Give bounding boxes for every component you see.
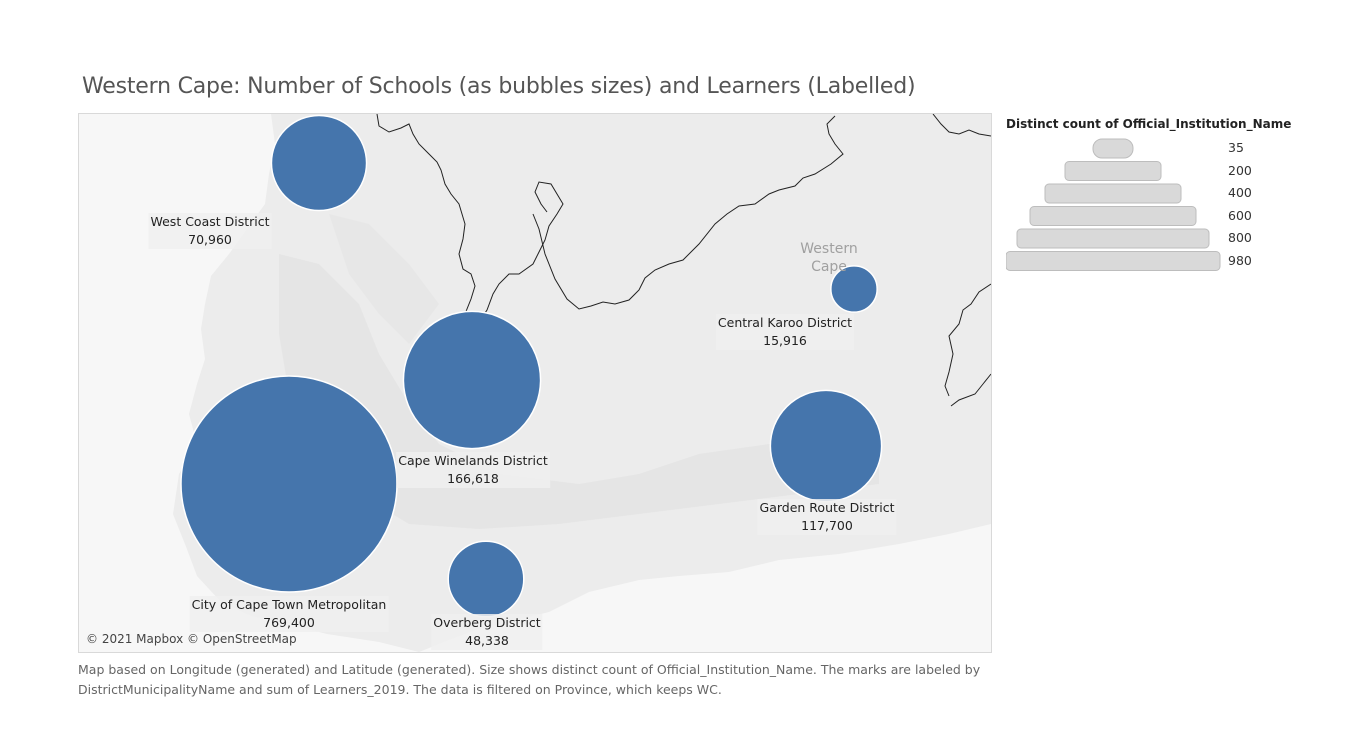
bubble-city-of-cape-town-metropolitan[interactable] [180,375,398,593]
bubble-west-coast-district[interactable] [270,114,368,212]
size-legend: Distinct count of Official_Institution_N… [1006,117,1306,271]
legend-value: 800 [1228,230,1252,245]
bubble-label: City of Cape Town Metropolitan 769,400 [189,596,389,632]
province-place-label: Western Cape [800,241,858,275]
legend-size-shape [1064,161,1162,181]
bubble-cape-winelands-district[interactable] [402,310,542,450]
relief-shading [329,214,439,344]
province-boundary [932,114,991,137]
bubble-label-name: Overberg District [433,615,541,630]
province-boundary [376,114,564,325]
bubble-label: Central Karoo District 15,916 [715,314,855,350]
bubble-label-value: 117,700 [801,518,853,533]
map-attribution[interactable]: © 2021 Mapbox © OpenStreetMap [86,632,297,646]
province-boundary [532,115,844,310]
province-boundary [950,373,991,407]
bubble-label-value: 769,400 [263,615,315,630]
legend-value: 200 [1228,162,1252,178]
bubble-label-value: 48,338 [465,633,509,648]
bubble-label: Garden Route District 117,700 [757,499,897,535]
legend-size-shape [1016,228,1210,249]
legend-size-shape [1006,251,1221,271]
legend-value: 35 [1228,140,1244,155]
legend-size-shape [1092,138,1134,159]
legend-value: 980 [1228,252,1252,268]
legend-size-shape [1044,183,1182,204]
legend-title: Distinct count of Official_Institution_N… [1006,117,1292,131]
bubble-label-value: 166,618 [447,471,499,486]
bubble-label-value: 70,960 [188,232,232,247]
bubble-label-name: Garden Route District [759,500,895,515]
bubble-label-value: 15,916 [763,333,807,348]
bubble-garden-route-district[interactable] [769,389,883,503]
bubble-central-karoo-district[interactable] [830,265,878,313]
bubble-label-name: West Coast District [150,214,270,229]
map-canvas [79,114,991,652]
legend-value: 600 [1228,207,1252,223]
chart-title: Western Cape: Number of Schools (as bubb… [82,74,916,99]
legend-size-shape [1029,206,1197,226]
legend-shapes [1006,138,1221,271]
ocean-area-south [419,524,991,652]
map-view[interactable]: Western Cape West Coast District 70,960 Cen… [78,113,992,653]
bubble-label: West Coast District 70,960 [148,213,272,249]
bubble-overberg-district[interactable] [447,540,525,618]
legend-value: 400 [1228,185,1252,200]
chart-caption: Map based on Longitude (generated) and L… [78,662,981,697]
bubble-label: Cape Winelands District 166,618 [396,452,550,488]
bubble-label-name: Cape Winelands District [398,453,548,468]
bubble-label-name: City of Cape Town Metropolitan [191,597,387,612]
bubble-label: Overberg District 48,338 [431,614,543,650]
province-boundary [944,283,991,397]
bubble-label-name: Central Karoo District [717,315,853,330]
